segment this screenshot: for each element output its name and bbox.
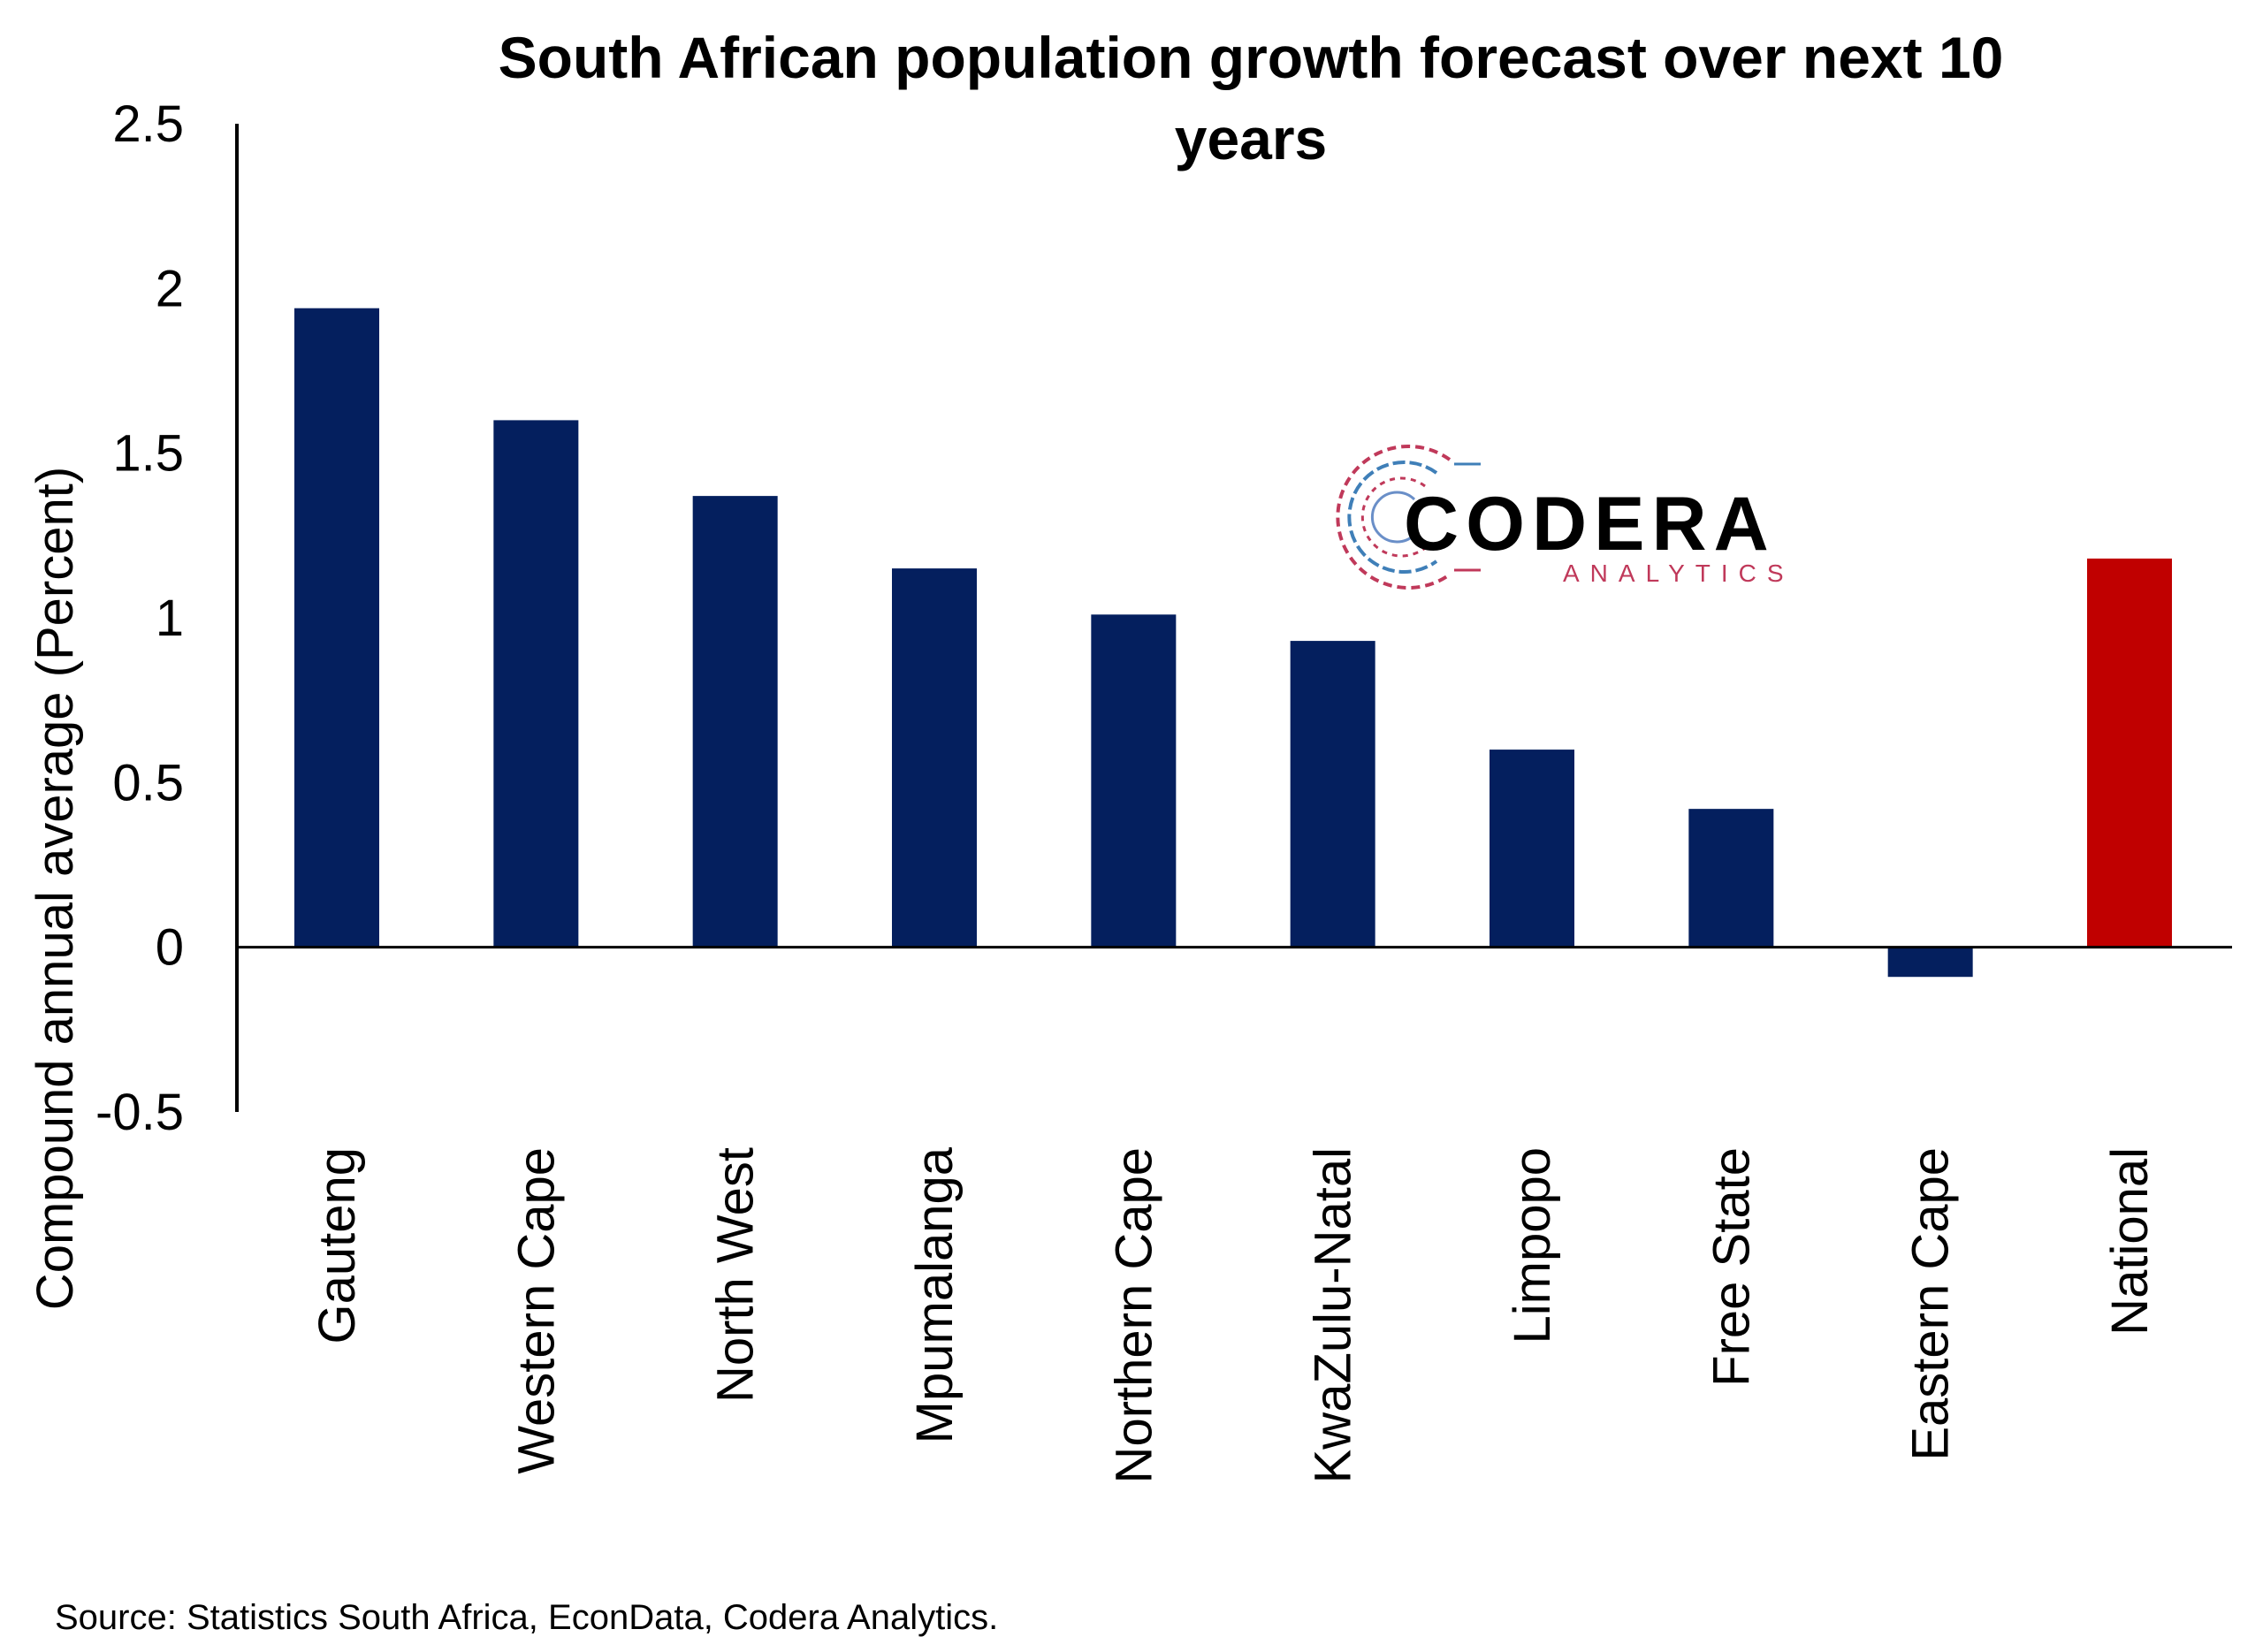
category-label: Mpumalanga [906,1146,964,1443]
category-label: Northern Cape [1105,1147,1162,1483]
chart-title: South African population growth forecast… [499,25,2004,171]
source-note: Source: Statistics South Africa, EconDat… [55,1598,998,1637]
bar-northern-cape [1091,614,1177,948]
category-label: Eastern Cape [1902,1147,1960,1461]
y-axis-label: Compound annual average (Percent) [27,467,84,1310]
y-tick-label: 2 [156,260,184,317]
bar-free-state [1688,809,1774,948]
codera-logo: CODERA ANALYTICS [1336,445,1794,590]
bar-limpopo [1490,750,1574,948]
category-label: North West [707,1147,765,1403]
y-tick-label: 0.5 [112,754,184,811]
y-tick-label: 2.5 [112,95,184,153]
bar-eastern-cape [1887,947,1973,978]
y-tick-label: 1.5 [112,425,184,483]
logo-circuit-icon [1336,445,1481,590]
category-label: KwaZulu-Natal [1305,1147,1362,1483]
y-tick-label: 1 [156,590,184,647]
category-label: Free State [1703,1147,1760,1387]
category-labels: Gauteng Western Cape North West Mpumalanga N… [309,1146,2159,1483]
logo-name: CODERA [1404,482,1776,567]
bar-north-west [692,496,778,948]
bar-gauteng [294,308,379,948]
y-axis-ticks: 2.5 2 1.5 1 0.5 0 -0.5 [95,95,184,1141]
chart-title-line-1: South African population growth forecast… [499,25,2004,90]
bar-kwazulu-natal [1290,641,1375,948]
bar-western-cape [493,420,579,948]
category-label: Western Cape [507,1147,565,1474]
category-label: Gauteng [309,1147,366,1344]
bar-national [2087,558,2172,948]
bar-mpumalanga [892,568,977,948]
logo-sub: ANALYTICS [1563,560,1794,587]
y-tick-label: 0 [156,919,184,977]
category-label: National [2101,1147,2159,1336]
bars [294,308,2172,978]
category-label: Limpopo [1504,1147,1561,1344]
y-tick-label: -0.5 [95,1084,184,1141]
chart-title-line-2: years [1175,106,1328,171]
